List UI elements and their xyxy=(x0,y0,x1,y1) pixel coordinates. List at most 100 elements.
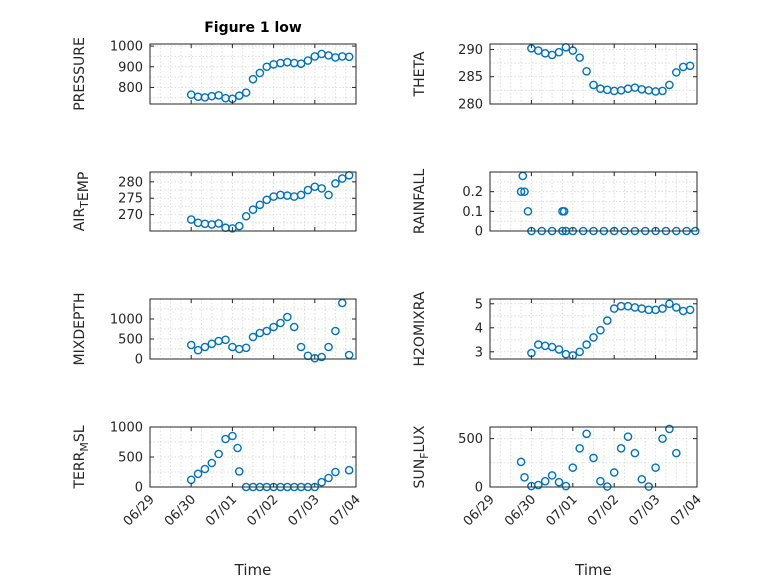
y-tick-label: 500 xyxy=(118,451,143,466)
data-point xyxy=(331,467,340,477)
data-point xyxy=(559,207,569,216)
y-axis-label-part: M xyxy=(78,442,91,452)
data-point xyxy=(233,443,242,453)
data-point xyxy=(248,332,258,342)
y-axis-label: PRESSURE xyxy=(72,37,88,111)
data-point xyxy=(200,342,210,352)
data-point xyxy=(575,53,585,62)
y-tick-label: 4 xyxy=(475,321,483,336)
y-tick-label: 0 xyxy=(475,225,483,240)
data-point xyxy=(658,304,667,313)
data-point xyxy=(665,424,674,434)
x-tick-label: 06/29 xyxy=(461,492,498,529)
data-point xyxy=(331,179,340,188)
data-point xyxy=(214,449,223,459)
y-tick-label: 500 xyxy=(458,432,483,447)
data-point xyxy=(672,303,681,312)
data-point xyxy=(540,476,550,486)
axes-box xyxy=(149,171,357,232)
data-point xyxy=(672,68,681,77)
data-point xyxy=(317,184,326,193)
data-point xyxy=(255,68,265,78)
y-axis-label: AIRTEMP xyxy=(72,172,92,232)
data-point xyxy=(516,457,526,467)
data-point xyxy=(582,340,591,349)
data-point xyxy=(248,74,258,84)
data-point xyxy=(324,342,333,352)
axes-box xyxy=(489,298,698,360)
y-axis-label-part: AIR xyxy=(72,208,88,232)
y-tick-label: 280 xyxy=(118,175,143,190)
data-point xyxy=(554,47,564,57)
x-tick-label: 07/04 xyxy=(327,492,364,529)
axes-box xyxy=(489,43,698,105)
data-point xyxy=(547,471,557,480)
data-point xyxy=(193,469,203,479)
data-point xyxy=(651,463,660,472)
y-axis-label-part: TERR xyxy=(72,451,88,489)
data-point xyxy=(221,434,230,444)
x-tick-label: 07/03 xyxy=(286,492,323,529)
data-point xyxy=(262,195,272,205)
data-point xyxy=(186,215,196,224)
data-point xyxy=(623,432,633,441)
data-point xyxy=(276,318,285,328)
data-point xyxy=(568,463,578,472)
data-point xyxy=(523,207,533,216)
data-point xyxy=(554,345,564,354)
data-point xyxy=(303,185,313,195)
data-point xyxy=(630,448,640,458)
data-point xyxy=(344,52,354,62)
data-point xyxy=(200,464,210,474)
data-point xyxy=(234,91,244,101)
data-point xyxy=(241,211,251,221)
data-point xyxy=(269,322,278,332)
data-point xyxy=(596,476,605,486)
y-tick-label: 0 xyxy=(135,481,143,496)
y-tick-label: 280 xyxy=(458,98,483,113)
data-point xyxy=(616,443,626,453)
data-point xyxy=(221,335,230,345)
data-point xyxy=(561,481,571,491)
data-point xyxy=(296,190,306,200)
panel-mixdepth: 0 500 1000 MIXDEPTH xyxy=(72,293,357,368)
y-axis-label-part: LUX xyxy=(412,425,428,452)
data-point xyxy=(234,221,244,231)
data-point xyxy=(214,219,223,228)
x-tick-label: 07/04 xyxy=(668,492,705,529)
y-tick-label: 900 xyxy=(118,60,143,75)
data-point xyxy=(685,305,695,315)
plot-area xyxy=(490,44,697,104)
x-tick-label: 06/30 xyxy=(502,492,539,529)
y-tick-label: 275 xyxy=(118,192,143,207)
data-point xyxy=(324,190,333,200)
y-tick-label: 0.1 xyxy=(462,205,483,220)
x-tick-label: 07/02 xyxy=(244,492,281,529)
y-tick-label: 290 xyxy=(458,43,483,58)
data-point xyxy=(665,299,674,309)
data-point xyxy=(193,345,203,355)
y-axis-label-part: EMP xyxy=(76,172,92,201)
data-point xyxy=(283,312,292,322)
data-point xyxy=(516,187,526,196)
data-point xyxy=(234,467,244,476)
data-point xyxy=(207,458,217,468)
data-point xyxy=(289,322,299,332)
data-point xyxy=(589,333,598,342)
x-axis-label: Time xyxy=(574,561,612,579)
panel-rainfall: 0 0.1 0.2 RAINFALL xyxy=(412,169,700,240)
x-axis-label: Time xyxy=(234,561,272,579)
panel-h2omixra: 3 4 5 H2OMIXRA xyxy=(412,291,698,367)
data-point xyxy=(520,187,529,196)
y-axis-label-part: F xyxy=(418,453,431,459)
data-point xyxy=(582,429,591,439)
axes-box xyxy=(489,426,698,488)
x-tick-label: 07/02 xyxy=(585,492,622,529)
y-tick-label: 270 xyxy=(118,208,143,223)
y-axis-label: MIXDEPTH xyxy=(72,293,88,366)
y-axis-label: H2OMIXRA xyxy=(412,291,428,366)
y-axis-label: RAINFALL xyxy=(412,169,428,234)
y-axis-label-part: SL xyxy=(72,425,88,442)
data-point xyxy=(207,339,217,349)
x-tick-label: 07/03 xyxy=(626,492,663,529)
